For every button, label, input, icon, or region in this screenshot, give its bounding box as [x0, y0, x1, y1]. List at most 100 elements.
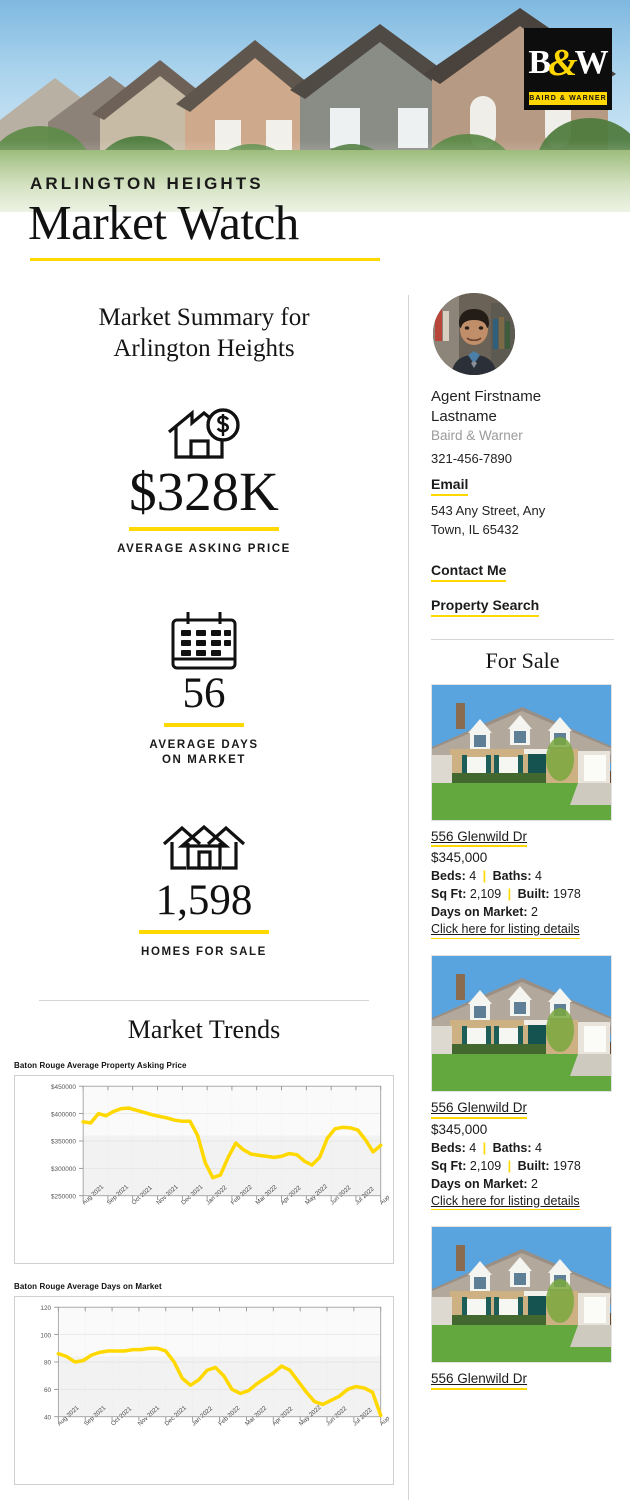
contact-me-link[interactable]: Contact Me: [431, 561, 507, 582]
list-item[interactable]: 556 Glenwild Dr $345,000 Beds: 4 | Baths…: [431, 955, 614, 1211]
agent-company: Baird & Warner: [431, 428, 523, 443]
house-dollar-icon: [0, 402, 408, 464]
for-sale-heading: For Sale: [485, 647, 560, 673]
listing-beds-baths: Beds: 4 | Baths: 4: [431, 869, 614, 883]
listing-details-link[interactable]: Click here for listing details: [431, 921, 580, 940]
listing-beds-baths: Beds: 4 | Baths: 4: [431, 1141, 614, 1155]
column-divider: [408, 295, 409, 1500]
house-photo: [432, 956, 611, 1092]
sqft-value: 2,109: [469, 887, 502, 902]
separator: |: [482, 869, 487, 884]
house-photo: [432, 684, 611, 820]
email-link[interactable]: Email: [431, 475, 469, 497]
logo-letter-b: B: [528, 44, 551, 81]
chart-frame: 40 60 80 100 120 Aug 2021 Sep 2021 Oct 2021 Nov …: [14, 1295, 394, 1485]
summary-heading-line1: Market Summary for: [98, 304, 310, 331]
for-sale-divider: [431, 638, 614, 640]
agent-headshot: [433, 293, 515, 375]
stat-label-line2: ON MARKET: [161, 754, 247, 767]
baths-label: Baths:: [492, 1140, 532, 1155]
dom-value: 2: [531, 905, 538, 920]
built-label: Built:: [517, 887, 550, 902]
email-link-wrap: Email: [431, 475, 614, 497]
stat-value: $328K: [129, 461, 279, 522]
stat-homes-for-sale: 1,598 HOMES FOR SALE: [0, 817, 408, 961]
separator: |: [507, 887, 512, 902]
listing-days-on-market: Days on Market: 2: [431, 905, 614, 919]
logo-ampersand: &: [548, 42, 578, 84]
stat-label: AVERAGE DAYS ON MARKET: [0, 738, 408, 769]
svg-text:60: 60: [44, 1387, 52, 1394]
svg-text:40: 40: [44, 1414, 52, 1421]
svg-text:$350000: $350000: [51, 1139, 76, 1146]
svg-text:$450000: $450000: [51, 1084, 76, 1091]
logo-letter-w: W: [574, 44, 609, 81]
stat-value: 56: [182, 669, 226, 717]
dom-label: Days on Market:: [431, 1176, 528, 1191]
listing-photo[interactable]: [431, 1226, 612, 1364]
left-column: Market Summary for Arlington Heights: [0, 285, 408, 1485]
separator: |: [507, 1158, 512, 1173]
svg-text:$250000: $250000: [51, 1193, 76, 1200]
listing-sqft-built: Sq Ft: 2,109 | Built: 1978: [431, 1159, 614, 1173]
stat-average-days-on-market: 56 AVERAGE DAYS ON MARKET: [0, 610, 408, 769]
svg-text:$300000: $300000: [51, 1166, 76, 1173]
stat-average-asking-price: $328K AVERAGE ASKING PRICE: [0, 402, 408, 558]
list-item[interactable]: 556 Glenwild Dr $345,000 Beds: 4 | Baths…: [431, 683, 614, 940]
listing-price: $345,000: [431, 1121, 488, 1137]
property-search-link[interactable]: Property Search: [431, 596, 540, 617]
listing-address-link[interactable]: 556 Glenwild Dr: [431, 1370, 528, 1390]
baths-value: 4: [535, 869, 542, 884]
listing-sqft-built: Sq Ft: 2,109 | Built: 1978: [431, 887, 614, 901]
baird-warner-logo[interactable]: B & W BAIRD & WARNER: [524, 28, 612, 110]
contact-link-wrap: Contact Me: [431, 561, 614, 582]
summary-heading-line2: Arlington Heights: [113, 334, 295, 362]
calendar-icon: [0, 610, 408, 672]
beds-value: 4: [469, 869, 477, 884]
agent-name: Agent Firstname Lastname: [431, 387, 614, 426]
logo-monogram: B & W: [528, 34, 609, 92]
svg-text:$400000: $400000: [51, 1111, 76, 1118]
agent-name-line1: Agent Firstname: [431, 388, 542, 405]
right-column: Agent Firstname Lastname Baird & Warner …: [409, 285, 630, 1406]
beds-label: Beds:: [431, 869, 466, 884]
chart-title: Baton Rouge Average Days on Market: [14, 1281, 162, 1291]
stat-value: 1,598: [155, 876, 253, 924]
house-photo: [432, 1227, 611, 1363]
list-item[interactable]: 556 Glenwild Dr: [431, 1226, 614, 1390]
stat-underline: [139, 929, 269, 934]
listing-days-on-market: Days on Market: 2: [431, 1177, 614, 1191]
stat-label: AVERAGE ASKING PRICE: [117, 543, 291, 555]
sqft-value: 2,109: [469, 1158, 502, 1173]
agent-phone[interactable]: 321-456-7890: [431, 451, 512, 467]
stat-underline: [164, 722, 244, 727]
dom-value: 2: [531, 1176, 538, 1191]
hero-banner: B & W BAIRD & WARNER ARLINGTON HEIGHTS Mar…: [0, 0, 630, 270]
svg-text:120: 120: [40, 1305, 51, 1312]
listing-address-link[interactable]: 556 Glenwild Dr: [431, 828, 528, 848]
svg-text:100: 100: [40, 1332, 51, 1339]
listing-photo[interactable]: [431, 683, 612, 821]
logo-wordmark: BAIRD & WARNER: [529, 92, 607, 105]
chart-title: Baton Rouge Average Property Asking Pric…: [14, 1061, 187, 1071]
page-title: Market Watch: [28, 195, 299, 250]
dom-label: Days on Market:: [431, 905, 528, 920]
listing-address-link[interactable]: 556 Glenwild Dr: [431, 1099, 528, 1119]
search-link-wrap: Property Search: [431, 596, 614, 617]
stat-label: HOMES FOR SALE: [141, 945, 267, 958]
three-houses-icon: [0, 817, 408, 879]
listing-photo[interactable]: [431, 955, 612, 1093]
beds-label: Beds:: [431, 1140, 466, 1155]
sqft-label: Sq Ft:: [431, 1158, 467, 1173]
svg-text:80: 80: [44, 1360, 52, 1367]
avatar: [433, 293, 515, 375]
agent-address: 543 Any Street, Any Town, IL 65432: [431, 502, 614, 540]
beds-value: 4: [469, 1140, 477, 1155]
trends-divider: [39, 1000, 369, 1002]
listing-details-link[interactable]: Click here for listing details: [431, 1193, 580, 1211]
agent-name-line2: Lastname: [431, 407, 497, 425]
market-trends-heading: Market Trends: [127, 1015, 281, 1045]
